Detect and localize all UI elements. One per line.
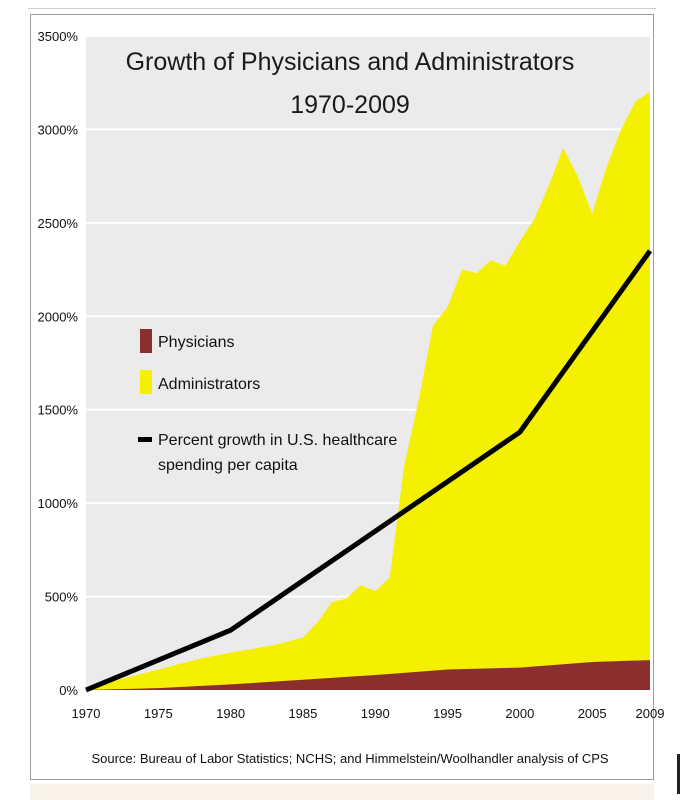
source-note: Source: Bureau of Labor Statistics; NCHS… bbox=[91, 751, 608, 766]
x-tick-label: 1990 bbox=[361, 706, 390, 721]
administrators-area bbox=[86, 92, 650, 691]
y-axis-tick-labels: 0% 500% 1000% 1500% 2000% 2500% 3000% 3500% bbox=[38, 29, 79, 698]
x-tick-label: 1970 bbox=[72, 706, 101, 721]
x-tick-label: 1985 bbox=[288, 706, 317, 721]
x-tick-label: 1975 bbox=[144, 706, 173, 721]
scroll-indicator[interactable] bbox=[677, 754, 680, 794]
y-tick-label: 0% bbox=[59, 683, 78, 698]
legend-swatch-administrators bbox=[140, 370, 152, 394]
legend-swatch-spending-line bbox=[138, 437, 152, 442]
legend-label-spending-line-1: Percent growth in U.S. healthcare bbox=[158, 432, 397, 449]
legend-label-physicians: Physicians bbox=[158, 334, 234, 351]
physicians-area bbox=[86, 660, 650, 690]
x-tick-label: 2005 bbox=[578, 706, 607, 721]
y-tick-label: 2000% bbox=[38, 309, 79, 324]
y-tick-label: 2500% bbox=[38, 216, 79, 231]
y-tick-label: 1500% bbox=[38, 403, 79, 418]
x-axis-tick-labels: 1970 1975 1980 1985 1990 1995 2000 2005 2009 bbox=[72, 706, 665, 721]
x-tick-label: 2000 bbox=[505, 706, 534, 721]
chart-subtitle: 1970-2009 bbox=[290, 91, 410, 119]
y-tick-label: 500% bbox=[45, 590, 79, 605]
bottom-band bbox=[30, 784, 654, 800]
y-tick-label: 3000% bbox=[38, 122, 79, 137]
top-border-strip bbox=[28, 0, 656, 9]
legend-label-spending-line-2: spending per capita bbox=[158, 457, 298, 474]
x-tick-label: 2009 bbox=[636, 706, 665, 721]
legend-label-administrators: Administrators bbox=[158, 376, 260, 393]
y-tick-label: 1000% bbox=[38, 496, 79, 511]
x-tick-label: 1980 bbox=[216, 706, 245, 721]
legend-swatch-physicians bbox=[140, 329, 152, 353]
chart-title: Growth of Physicians and Administrators bbox=[126, 48, 575, 76]
x-tick-label: 1995 bbox=[433, 706, 462, 721]
y-tick-label: 3500% bbox=[38, 29, 79, 44]
healthcare-spending-line bbox=[85, 249, 653, 693]
legend: Physicians Administrators Percent growth… bbox=[138, 329, 397, 474]
